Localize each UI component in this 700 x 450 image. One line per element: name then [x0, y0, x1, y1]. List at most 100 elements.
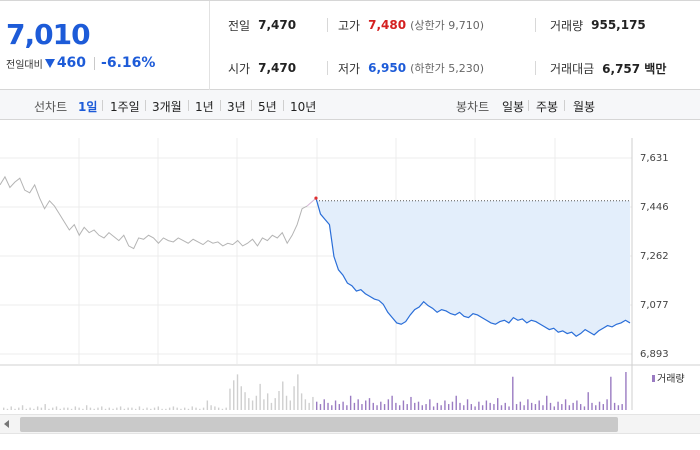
volume-bar — [248, 398, 250, 410]
volume-bar — [557, 401, 559, 410]
volume-bar — [474, 406, 476, 410]
candle-weekly[interactable]: 주봉 — [536, 100, 559, 114]
volume-bar — [119, 406, 122, 410]
high-label: 고가 — [338, 18, 361, 33]
volume-bar — [383, 404, 386, 410]
volume-bar — [489, 402, 491, 410]
volume-bar — [70, 408, 73, 410]
volume-bar — [289, 400, 292, 410]
y-tick-label: 7,446 — [640, 202, 669, 213]
volume-bar — [478, 401, 480, 410]
volume-legend-swatch — [652, 375, 655, 382]
volume-bar — [3, 407, 5, 410]
volume-bar — [372, 402, 374, 410]
volume-bar — [206, 400, 209, 410]
volume-bar — [519, 401, 522, 410]
amount-cell: 거래대금 6,757 백만 — [550, 46, 666, 90]
volume-bar — [331, 405, 333, 410]
volume-bar — [199, 408, 201, 410]
price-chart-svg: 7,631 7,446 7,262 7,077 6,893 거래량 — [0, 138, 700, 410]
volume-bar — [191, 406, 193, 410]
volume-bar — [172, 406, 175, 410]
volume-bar — [116, 407, 118, 410]
volume-bar — [402, 400, 405, 410]
volume-bar — [323, 399, 325, 410]
volume-bar — [591, 402, 593, 410]
volume-bar — [361, 404, 363, 410]
divider — [220, 100, 221, 111]
volume-bar — [97, 407, 99, 410]
period-1d[interactable]: 1일 — [78, 100, 98, 114]
volume-bar — [25, 408, 28, 410]
volume-bar — [138, 406, 141, 410]
volume-bar — [74, 406, 77, 410]
scroll-left-arrow-icon[interactable] — [4, 420, 9, 428]
volume-bar — [391, 395, 393, 410]
volume-bar — [451, 401, 454, 410]
volume-bar — [595, 405, 597, 410]
divider — [283, 100, 284, 111]
volume-bar — [587, 392, 589, 410]
change-row: 전일대비 460 -6.16% — [6, 55, 155, 71]
scrollbar-thumb[interactable] — [20, 417, 618, 432]
volume-bar — [395, 402, 397, 410]
volume-bar — [410, 396, 412, 410]
volume-bar — [251, 400, 254, 410]
volume-bar — [259, 383, 261, 410]
down-triangle-icon — [44, 58, 55, 68]
upper-limit: (상한가 9,710) — [410, 19, 484, 32]
divider — [145, 100, 146, 111]
volume-bar — [459, 402, 461, 410]
period-3m[interactable]: 3개월 — [152, 100, 182, 114]
volume-bar — [613, 402, 616, 410]
volume-bar — [142, 408, 144, 410]
volume-bar — [546, 395, 548, 410]
volume-bar — [263, 399, 265, 410]
volume-bar — [625, 372, 627, 410]
period-5y[interactable]: 5년 — [258, 100, 277, 114]
volume-bar — [274, 398, 276, 410]
volume-bar — [308, 402, 310, 410]
volume-bar — [380, 401, 382, 410]
period-1y[interactable]: 1년 — [195, 100, 214, 114]
change-rate: -6.16% — [101, 55, 156, 71]
volume-bar — [376, 405, 378, 410]
volume-bar — [36, 406, 39, 410]
volume-bar — [146, 407, 148, 410]
volume-bar — [278, 391, 280, 410]
volume-bar — [417, 401, 420, 410]
high-value: 7,480 — [368, 18, 407, 32]
volume-bar — [421, 405, 423, 410]
candle-monthly[interactable]: 월봉 — [573, 100, 596, 114]
volume-bar — [297, 374, 299, 410]
volume-bar — [576, 400, 578, 410]
volume-bar — [48, 408, 50, 410]
period-3y[interactable]: 3년 — [227, 100, 246, 114]
volume-bar — [346, 405, 348, 410]
period-10y[interactable]: 10년 — [290, 100, 317, 114]
volume-bar — [282, 381, 284, 410]
volume-bar — [485, 400, 488, 410]
volume-bar — [606, 399, 608, 410]
low-cell: 저가 6,950 (하한가 5,230) — [338, 46, 484, 90]
line-chart-label: 선차트 — [34, 100, 68, 114]
volume-bar — [368, 398, 371, 410]
volume-bar — [221, 408, 224, 410]
prev-close-value: 7,470 — [258, 18, 297, 32]
divider — [327, 61, 328, 75]
volume-bar — [93, 408, 95, 410]
amount-value: 6,757 백만 — [602, 61, 667, 76]
volume-bar — [266, 393, 269, 410]
volume-bar — [327, 402, 329, 410]
volume-bar — [285, 395, 288, 410]
volume-bar — [255, 395, 258, 410]
volume-bar — [497, 398, 499, 410]
volume-bar — [579, 404, 582, 410]
y-tick-label: 6,893 — [640, 349, 669, 360]
open-marker — [314, 196, 318, 200]
candle-daily[interactable]: 일봉 — [502, 100, 525, 114]
divider — [102, 100, 103, 111]
chart-scrollbar[interactable] — [0, 414, 700, 434]
volume-bar — [210, 405, 212, 410]
period-1w[interactable]: 1주일 — [110, 100, 140, 114]
